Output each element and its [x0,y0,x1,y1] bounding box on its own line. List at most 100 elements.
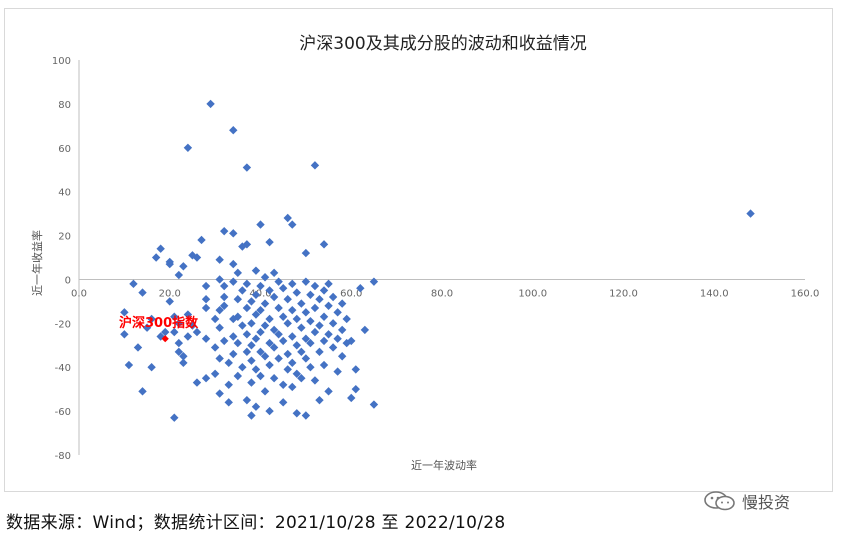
stock-point [210,343,220,352]
stock-point [310,161,320,170]
stock-point [292,288,301,297]
stock-point [229,259,238,269]
stock-point [278,398,288,407]
stock-point [319,312,329,321]
stock-point [301,334,311,343]
stock-point [174,319,184,328]
stock-point [120,330,129,339]
watermark-text: 慢投资 [742,493,791,512]
stock-point [260,273,270,282]
stock-point [229,332,238,341]
stock-point [220,336,229,346]
stock-point [301,308,311,317]
stock-point [260,299,270,308]
stock-point [151,253,161,262]
stock-point [324,387,333,396]
y-axis-title: 近一年收益率 [30,230,44,296]
stock-point [310,303,320,313]
y-tick-label: 100 [52,56,71,67]
stock-point [238,363,247,372]
stock-point [179,358,188,368]
stock-point [333,334,342,343]
stock-point [306,316,315,326]
stock-point [156,244,165,253]
stock-point [269,343,279,352]
stock-point [333,308,342,317]
scatter-chart: 沪深300及其成分股的波动和收益情况 -80 -60 -40 -20 0 20 40 60 80… [30,34,820,472]
stock-point [251,266,261,275]
stock-point [265,360,274,370]
stock-point [265,286,274,295]
stock-point [215,255,224,264]
stock-point [251,290,261,300]
stock-point [319,286,329,295]
stock-point [170,413,179,422]
stock-point [288,305,297,315]
stock-point [260,387,270,396]
index-point [161,335,169,343]
stock-point [265,338,274,348]
stock-point [319,360,329,370]
x-tick-label: 120.0 [609,288,638,299]
data-source-note: 数据来源：Wind；数据统计区间：2021/10/28 至 2022/10/28 [6,513,506,533]
stock-point [288,332,297,341]
stock-point [201,334,211,343]
stock-point [306,290,315,300]
stock-point [147,314,156,324]
stock-point [174,270,184,280]
stock-point [328,343,338,352]
stock-point [310,281,320,291]
stock-point [301,411,311,420]
stock-point [319,240,329,249]
x-axis-title: 近一年波动率 [411,458,477,472]
stock-point [337,352,347,361]
stock-point [315,294,324,304]
stock-point [278,312,288,321]
y-tick-label: -40 [55,363,71,374]
stock-point [274,354,283,363]
stock-point [356,284,365,293]
stock-point [138,288,147,297]
stock-point [179,262,188,271]
stock-point [328,319,338,328]
stock-point [283,294,292,304]
stock-point [274,330,283,339]
stock-point [746,209,755,218]
stock-point [247,378,256,387]
stock-point [251,334,261,343]
x-tick-label: 100.0 [518,288,547,299]
stock-point [256,371,265,381]
x-tick-label: 160.0 [791,288,820,299]
stock-point [224,380,233,389]
stock-point [369,277,379,286]
stock-point [233,338,243,348]
stock-point [260,321,270,330]
stock-point [192,327,202,337]
stock-point [337,299,347,308]
stock-point [278,336,288,346]
x-tick-label: 20.0 [159,288,181,299]
stock-point [269,268,279,278]
stock-point [215,354,224,363]
stock-point [333,367,342,376]
stock-point [324,330,333,339]
y-tick-label: 40 [58,188,71,199]
stock-point [120,308,129,317]
x-tick-label: 40.0 [249,288,271,299]
stock-point [292,314,301,324]
stock-point [242,303,252,313]
stock-point [288,279,297,289]
stock-point [283,365,292,374]
stock-point [229,126,238,135]
stock-point [188,321,197,330]
stock-point [165,259,174,269]
stock-point [192,253,202,262]
stock-point [233,294,243,304]
stock-point [306,338,315,348]
y-tick-label: 20 [58,232,71,243]
stock-point [170,327,179,337]
stock-point [183,310,193,319]
axis-layer [78,60,805,455]
x-tick-label: 140.0 [700,288,729,299]
stock-point [251,402,261,411]
